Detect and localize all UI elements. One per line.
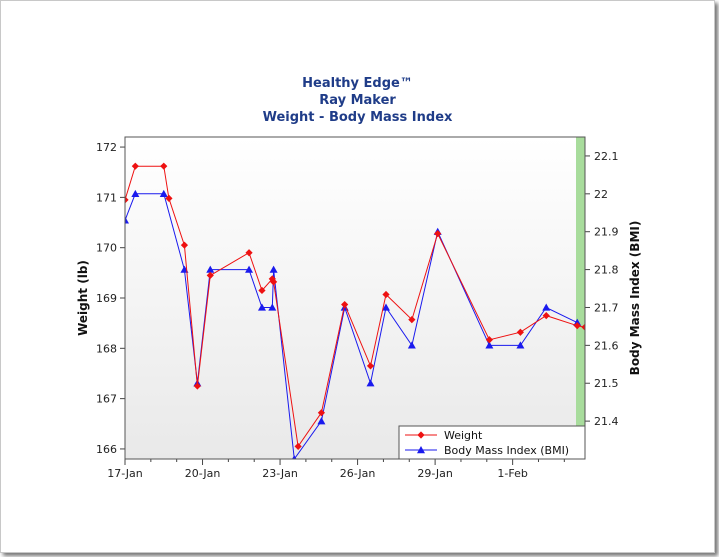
left-tick-label: 170 — [96, 242, 117, 255]
bmi-point — [516, 341, 525, 349]
weight-point — [408, 316, 416, 324]
bmi-point — [382, 303, 391, 311]
x-tick-label: 1-Feb — [497, 467, 527, 480]
weight-point — [366, 362, 375, 370]
weight-point — [165, 194, 173, 202]
weight-point — [516, 328, 524, 336]
weight-point — [382, 290, 390, 299]
bmi-point — [542, 303, 551, 311]
left-tick-label: 166 — [96, 443, 117, 456]
weight-point — [160, 162, 168, 170]
x-tick-label: 17-Jan — [107, 467, 143, 480]
bmi-point — [485, 341, 494, 349]
x-tick-label: 20-Jan — [185, 467, 221, 480]
weight-point — [542, 312, 550, 320]
left-tick-label: 169 — [96, 292, 117, 305]
x-axis: 17-Jan 20-Jan 23-Jan 26-Jan 29-Jan 1-Feb — [107, 459, 565, 480]
bmi-point — [317, 417, 326, 425]
left-tick-label: 167 — [96, 393, 117, 406]
weight-point — [180, 241, 189, 249]
x-tick-label: 29-Jan — [417, 467, 453, 480]
legend-swatch-marker — [417, 446, 425, 454]
weight-point — [131, 162, 139, 170]
plot-right-band — [576, 137, 585, 459]
weight-point — [294, 442, 302, 451]
left-axis: 166 167 168 169 170 171 172 — [96, 141, 125, 456]
weight-point — [125, 196, 129, 204]
weight-point — [573, 322, 581, 330]
bmi-point — [292, 455, 297, 459]
left-tick-label: 171 — [96, 191, 117, 204]
weight-point — [269, 278, 278, 286]
weight-point — [317, 409, 326, 417]
left-axis-label: Weight (lb) — [76, 260, 90, 336]
bmi-point — [269, 265, 278, 273]
x-tick-label: 23-Jan — [262, 467, 298, 480]
bmi-point — [159, 189, 168, 198]
bmi-point — [257, 303, 266, 311]
legend-box — [398, 425, 586, 460]
bmi-point — [206, 265, 215, 273]
legend-label: Body Mass Index (BMI) — [444, 444, 569, 457]
weight-point — [268, 275, 276, 283]
plot-border — [124, 136, 586, 460]
series-line — [125, 193, 578, 459]
x-tick-label: 26-Jan — [340, 467, 376, 480]
weight-point — [258, 286, 266, 295]
right-tick-label: 21.6 — [594, 339, 619, 352]
series-bmi — [125, 189, 582, 459]
legend-swatch-marker — [417, 431, 425, 439]
bmi-point — [125, 216, 129, 224]
right-tick-label: 21.8 — [594, 264, 619, 277]
legend: Weight Body Mass Index (BMI) — [398, 425, 586, 460]
weight-point — [193, 382, 201, 390]
bmi-point — [245, 265, 254, 273]
chart-subtitle-metric: Weight - Body Mass Index — [262, 110, 453, 125]
series-weight — [125, 162, 585, 451]
legend-label: Weight — [444, 429, 483, 442]
right-tick-label: 21.4 — [594, 415, 619, 428]
right-tick-label: 21.5 — [594, 377, 619, 390]
bmi-point — [407, 341, 416, 349]
weight-point — [581, 323, 585, 331]
left-tick-label: 168 — [96, 342, 117, 355]
right-tick-label: 21.9 — [594, 226, 619, 239]
right-axis-label: Body Mass Index (BMI) — [628, 221, 642, 376]
weight-point — [434, 230, 442, 238]
weight-point — [206, 271, 214, 279]
right-tick-label: 22 — [594, 188, 608, 201]
right-tick-label: 22.1 — [594, 150, 619, 163]
plot-area — [125, 137, 585, 459]
weight-point — [341, 300, 349, 309]
bmi-point — [268, 303, 277, 311]
chart-subtitle-name: Ray Maker — [319, 93, 396, 108]
weight-point — [485, 336, 493, 344]
weight-point — [245, 249, 253, 257]
right-axis: 21.4 21.5 21.6 21.7 21.8 21.9 22 22.1 — [585, 150, 619, 428]
left-tick-label: 172 — [96, 141, 117, 154]
chart-title: Healthy Edge™ — [302, 76, 413, 91]
bmi-point — [131, 189, 140, 198]
right-tick-label: 21.7 — [594, 301, 619, 314]
bmi-point — [366, 379, 375, 387]
